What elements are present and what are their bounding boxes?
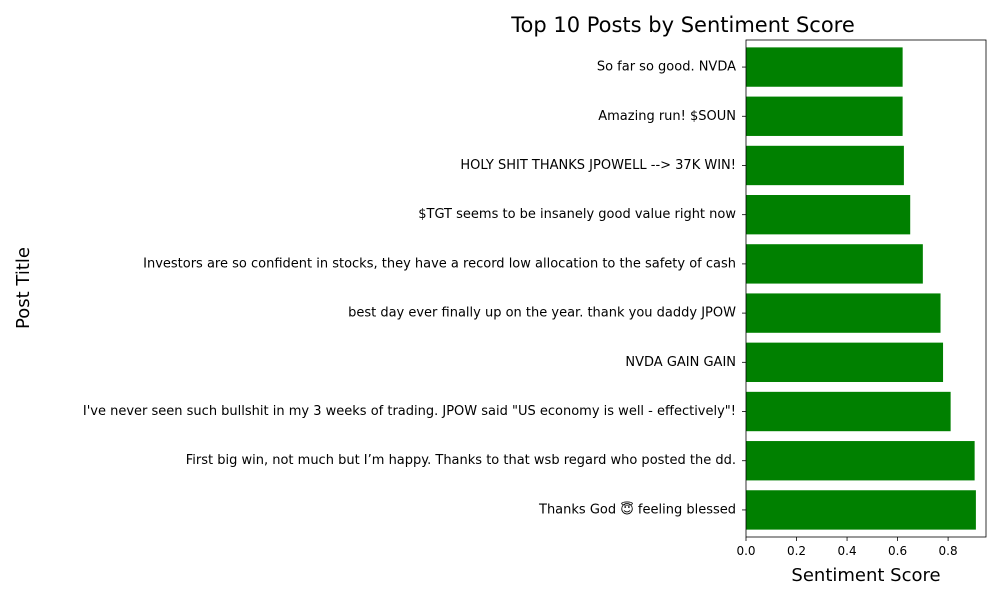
- category-label: HOLY SHIT THANKS JPOWELL --> 37K WIN!: [460, 158, 736, 173]
- x-axis-title: Sentiment Score: [791, 565, 940, 586]
- bar: [746, 96, 903, 136]
- bar: [746, 293, 941, 333]
- bar: [746, 490, 976, 530]
- x-tick-label: 0.2: [787, 544, 806, 558]
- x-axis-ticks: 0.0 0.2 0.4 0.6 0.8: [736, 537, 958, 558]
- x-tick-label: 0.6: [888, 544, 907, 558]
- bar: [746, 47, 903, 87]
- chart-title: Top 10 Posts by Sentiment Score: [510, 13, 855, 37]
- x-tick-label: 0.0: [736, 544, 755, 558]
- x-tick-label: 0.8: [939, 544, 958, 558]
- bar: [746, 195, 911, 235]
- y-axis-title: Post Title: [13, 247, 34, 329]
- category-label: best day ever finally up on the year. th…: [348, 306, 736, 321]
- bars-layer: [746, 47, 976, 530]
- category-labels: Thanks God 😇 feeling blessed First big wi…: [83, 60, 746, 517]
- category-label: NVDA GAIN GAIN: [625, 355, 736, 370]
- bar: [746, 391, 951, 432]
- bar: [746, 342, 944, 382]
- bar: [746, 244, 923, 284]
- bar: [746, 145, 904, 186]
- category-label: $TGT seems to be insanely good value rig…: [418, 207, 736, 222]
- plot-frame: [745, 39, 987, 538]
- category-label: I've never seen such bullshit in my 3 we…: [83, 404, 736, 419]
- x-tick-label: 0.4: [838, 544, 857, 558]
- category-label: Investors are so confident in stocks, th…: [143, 256, 736, 271]
- category-label: So far so good. NVDA: [597, 60, 736, 75]
- bar: [746, 441, 975, 481]
- category-label: Thanks God 😇 feeling blessed: [538, 500, 736, 517]
- axes-frame: [745, 39, 987, 538]
- category-label: Amazing run! $SOUN: [598, 109, 736, 124]
- category-label: First big win, not much but I’m happy. T…: [186, 453, 736, 468]
